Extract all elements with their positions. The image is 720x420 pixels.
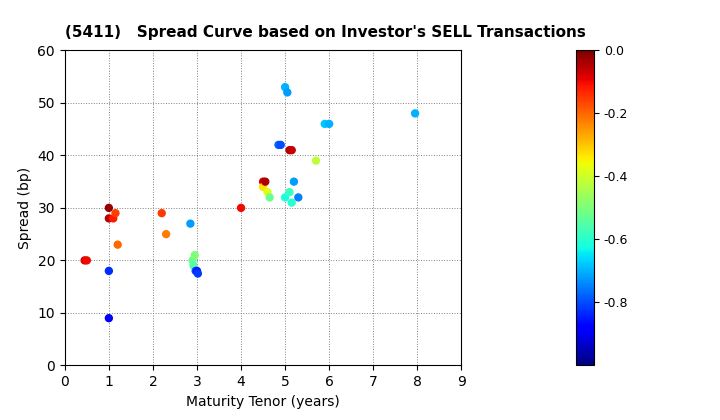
- Point: [192, 268, 203, 274]
- Point: [286, 199, 297, 206]
- Point: [310, 157, 322, 164]
- Y-axis label: Spread (bp): Spread (bp): [18, 167, 32, 249]
- Point: [262, 189, 274, 196]
- Point: [410, 110, 421, 117]
- Point: [189, 252, 201, 258]
- Point: [235, 205, 247, 211]
- Point: [259, 178, 271, 185]
- Point: [103, 205, 114, 211]
- Point: [103, 315, 114, 322]
- Point: [79, 257, 91, 264]
- Point: [109, 210, 121, 217]
- Point: [323, 121, 335, 127]
- Point: [257, 178, 269, 185]
- Point: [186, 257, 198, 264]
- Point: [284, 189, 295, 196]
- Point: [284, 147, 295, 153]
- Point: [273, 142, 284, 148]
- Point: [161, 231, 172, 238]
- Point: [103, 268, 114, 274]
- Point: [192, 270, 204, 277]
- Point: [282, 89, 293, 96]
- Point: [275, 142, 287, 148]
- Point: [279, 194, 291, 201]
- Point: [292, 194, 304, 201]
- Point: [319, 121, 330, 127]
- Point: [107, 215, 119, 222]
- Point: [288, 178, 300, 185]
- Point: [81, 257, 93, 264]
- Point: [286, 147, 297, 153]
- Point: [264, 194, 276, 201]
- X-axis label: Maturity Tenor (years): Maturity Tenor (years): [186, 395, 340, 409]
- Point: [279, 84, 291, 90]
- Point: [257, 184, 269, 190]
- Text: (5411)   Spread Curve based on Investor's SELL Transactions: (5411) Spread Curve based on Investor's …: [65, 25, 585, 40]
- Point: [156, 210, 168, 217]
- Point: [112, 241, 123, 248]
- Point: [184, 220, 196, 227]
- Point: [188, 262, 199, 269]
- Point: [190, 268, 202, 274]
- Point: [103, 215, 114, 222]
